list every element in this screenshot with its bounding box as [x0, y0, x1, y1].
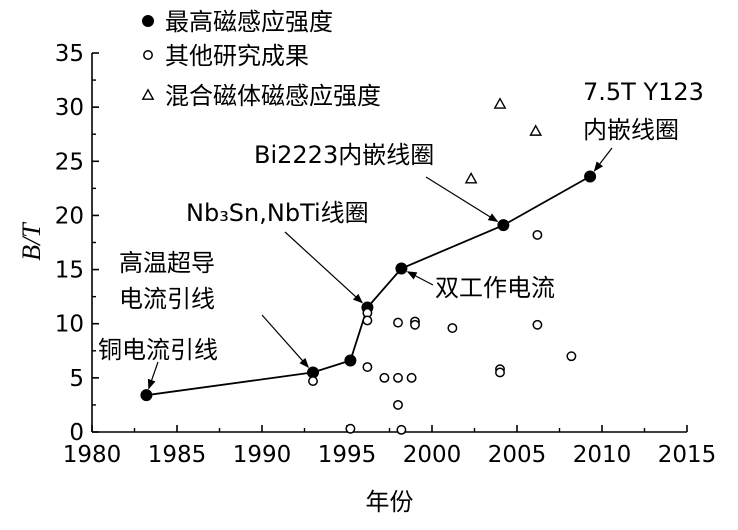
legend-label-1: 其他研究成果: [165, 42, 309, 70]
x-tick-label: 2005: [488, 442, 547, 468]
series-1-point: [362, 362, 373, 372]
series-2-point: [529, 124, 543, 136]
annotation-label: 7.5T Y123: [583, 78, 704, 106]
x-tick-label: 1990: [233, 442, 292, 468]
series-1-point: [393, 399, 403, 410]
x-tick-label: 1995: [318, 442, 377, 468]
x-tick-label: 1985: [148, 442, 207, 468]
annotation-label: Nb₃Sn,NbTi线圈: [186, 199, 369, 227]
y-tick-label: 5: [69, 366, 84, 392]
y-tick-label: 20: [55, 203, 84, 229]
series-0-point: [140, 389, 153, 402]
annotation-label: 双工作电流: [435, 274, 555, 302]
series-1-point: [406, 372, 417, 383]
annotation-label: 内嵌线圈: [583, 116, 679, 144]
legend-label-0: 最高磁感应强度: [165, 8, 333, 36]
series-1-point: [362, 315, 373, 326]
annotation-label: 铜电流引线: [98, 336, 218, 364]
x-axis-title: 年份: [366, 488, 414, 516]
series-1-point: [393, 317, 403, 328]
annotation-arrow: [425, 176, 499, 223]
legend-marker-1: [143, 50, 153, 60]
y-axis-title: B/T: [17, 222, 46, 261]
annotation-label: 电流引线: [119, 285, 215, 313]
series-1-point: [532, 229, 543, 240]
y-tick-label: 25: [55, 149, 84, 175]
x-tick-label: 2010: [573, 442, 632, 468]
legend-marker-2: [141, 88, 155, 100]
x-tick-label: 2000: [403, 442, 462, 468]
series-2-point: [464, 171, 478, 184]
x-tick-label: 2015: [658, 442, 717, 468]
series-2-point: [493, 97, 507, 109]
series-1-point: [396, 424, 407, 435]
series-0-point: [395, 262, 408, 275]
series-1-point: [393, 372, 403, 383]
series-1-point: [308, 376, 318, 387]
annotation-label: 高温超导: [119, 249, 215, 277]
annotation-arrow: [147, 361, 159, 390]
series-1-point: [410, 319, 420, 330]
x-tick-label: 1980: [63, 442, 122, 468]
series-1-point: [345, 423, 356, 434]
legend-marker-0: [142, 15, 154, 27]
y-tick-label: 35: [55, 41, 84, 67]
series-1-point: [379, 372, 390, 383]
series-1-point: [447, 323, 458, 333]
annotation-arrow: [406, 271, 434, 286]
series-1-point: [532, 319, 543, 330]
legend-label-2: 混合磁体磁感应强度: [165, 82, 381, 110]
series-1-point: [566, 351, 577, 362]
series-0-point: [497, 219, 510, 232]
y-tick-label: 30: [55, 95, 84, 121]
annotation-arrow: [261, 314, 310, 368]
y-tick-label: 0: [69, 420, 84, 446]
series-0-point: [584, 170, 597, 183]
plot-area: 1980 1985 1990 1995 2000 2005 2010 2015 0 5 10 15 20…: [17, 41, 716, 516]
annotation-arrow: [593, 147, 613, 172]
annotation-arrow: [284, 231, 363, 304]
data-layer: [140, 97, 597, 435]
series-1-point: [495, 367, 505, 378]
y-tick-label: 15: [55, 258, 84, 284]
annotation-label: Bi2223内嵌线圈: [254, 141, 434, 169]
series-0-point: [344, 354, 357, 367]
y-tick-label: 10: [55, 312, 84, 338]
